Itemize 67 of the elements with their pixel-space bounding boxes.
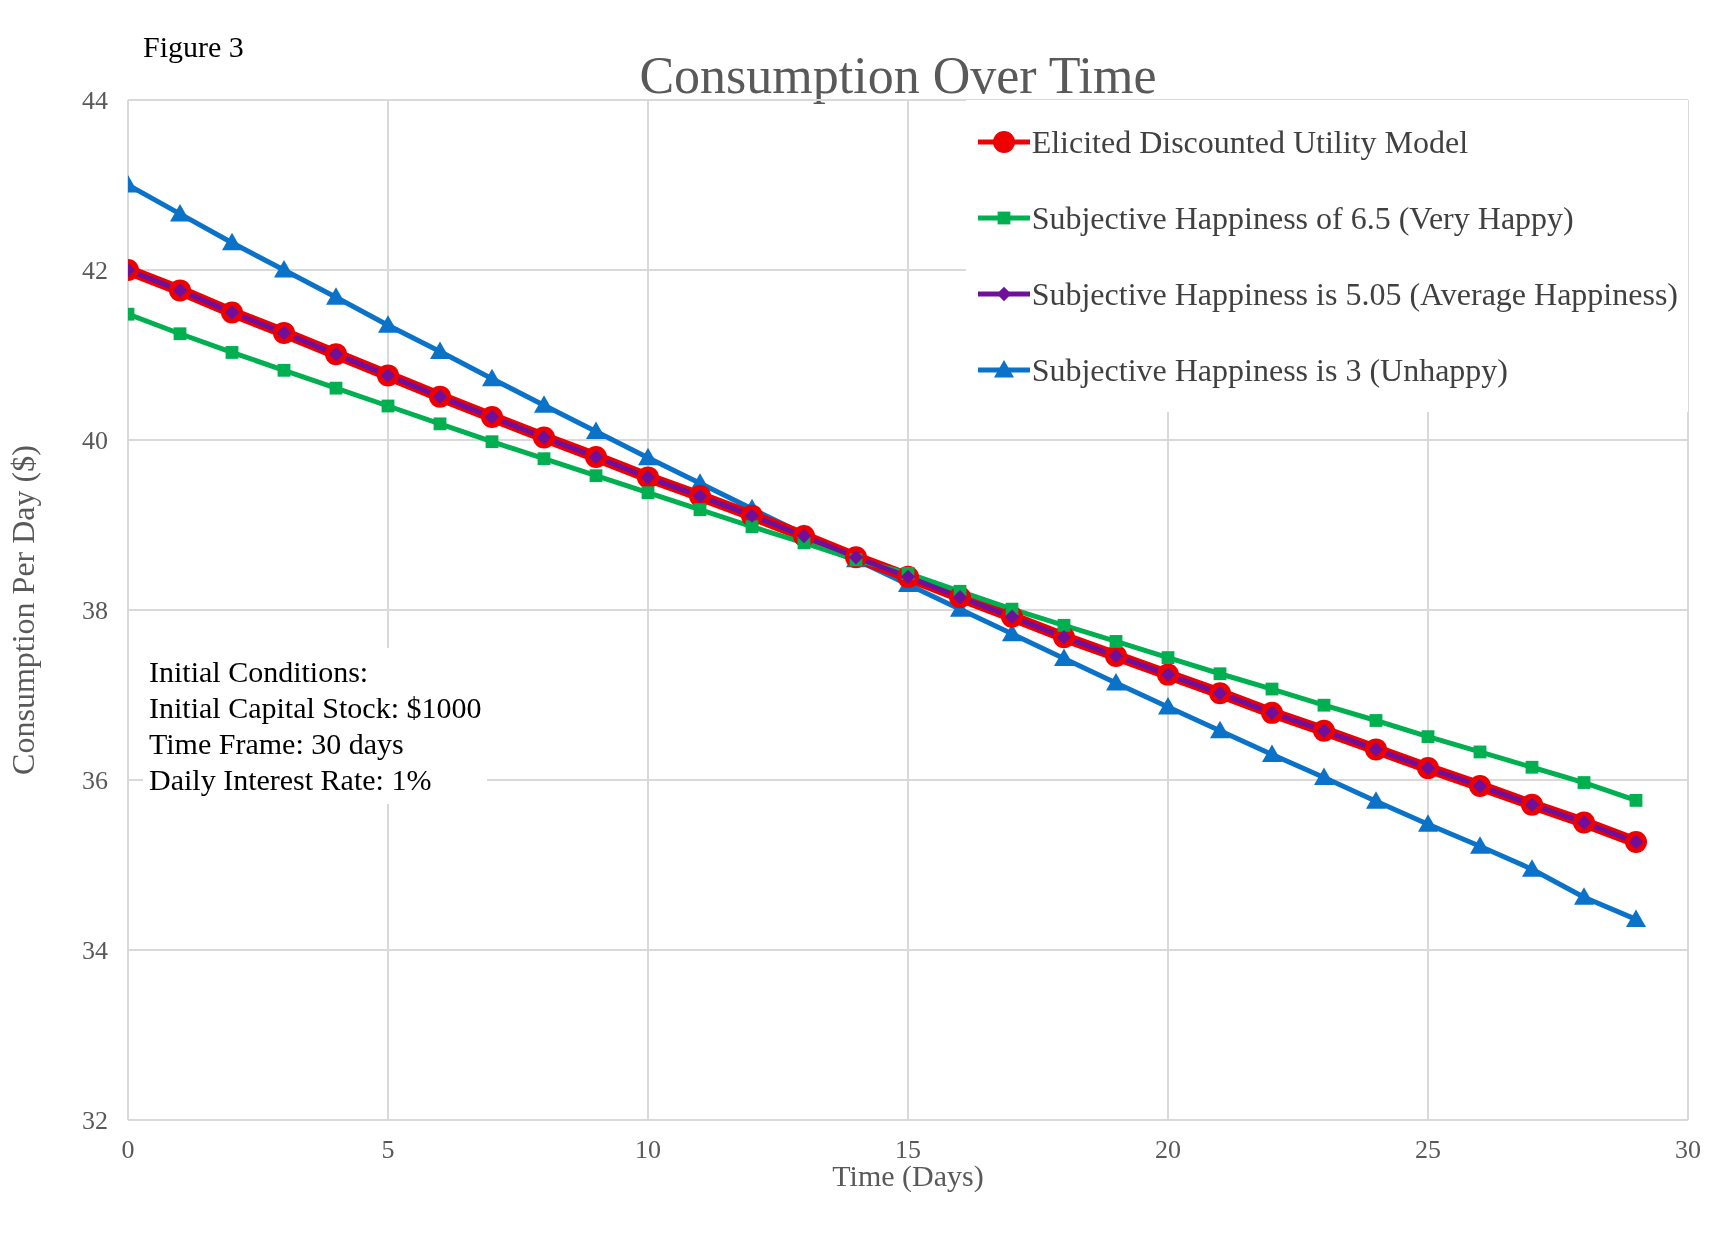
x-tick-label: 5: [381, 1135, 395, 1165]
y-tick-label: 36: [82, 766, 108, 796]
x-tick-label: 25: [1415, 1135, 1441, 1165]
point: [1054, 648, 1074, 666]
point: [1470, 836, 1490, 854]
point: [1574, 887, 1594, 905]
point: [1109, 635, 1123, 648]
y-tick-label: 40: [82, 426, 108, 456]
y-axis-title: Consumption Per Day ($): [5, 445, 42, 775]
annotation: Daily Interest Rate: 1%: [149, 762, 433, 798]
point: [534, 395, 554, 413]
point: [1626, 909, 1646, 927]
point: [170, 203, 190, 222]
y-tick-label: 32: [82, 1106, 108, 1136]
point: [277, 363, 291, 377]
legend-label: Elicited Discounted Utility Model: [1031, 123, 1469, 161]
point: [1418, 814, 1438, 832]
point: [1161, 651, 1175, 664]
x-tick-label: 0: [121, 1135, 135, 1165]
point: [641, 486, 655, 500]
y-tick-label: 42: [82, 256, 108, 286]
point: [1213, 667, 1227, 681]
point: [1522, 859, 1542, 877]
point: [1525, 760, 1539, 774]
point: [329, 381, 343, 395]
point: [1106, 673, 1126, 691]
legend-label: Subjective Happiness is 5.05 (Average Happiness): [1031, 275, 1678, 313]
point: [1314, 767, 1334, 785]
x-tick-label: 10: [635, 1135, 661, 1165]
point: [1262, 744, 1282, 762]
point: [586, 421, 606, 439]
point: [638, 447, 658, 466]
legend-label: Subjective Happiness is 3 (Unhappy): [1031, 351, 1508, 389]
point: [433, 417, 447, 431]
point: [274, 260, 294, 278]
annotation: Initial Conditions:: [149, 654, 370, 690]
point: [1577, 776, 1591, 789]
point: [1210, 720, 1230, 739]
y-tick-label: 44: [82, 86, 108, 116]
point: [1421, 730, 1435, 744]
x-tick-label: 20: [1155, 1135, 1181, 1165]
point: [745, 520, 759, 534]
point: [326, 287, 346, 305]
point: [693, 503, 707, 517]
point: [485, 435, 499, 449]
point: [378, 315, 398, 333]
point: [1158, 696, 1178, 715]
caption: Figure 3: [143, 30, 244, 64]
annotation: Time Frame: 30 days: [149, 726, 405, 762]
annotation: Initial Capital Stock: $1000: [149, 690, 482, 726]
point: [225, 346, 239, 359]
point: [1057, 618, 1071, 632]
point: [1317, 698, 1331, 712]
point: [430, 341, 450, 360]
point: [173, 327, 187, 341]
point: [222, 232, 242, 251]
y-tick-label: 34: [82, 936, 108, 966]
point: [1629, 794, 1643, 807]
y-tick-label: 38: [82, 596, 108, 626]
point: [482, 368, 502, 387]
legend-label: Subjective Happiness of 6.5 (Very Happy): [1031, 199, 1574, 237]
chart-title: Consumption Over Time: [639, 47, 1157, 104]
x-tick-label: 30: [1675, 1135, 1701, 1165]
point: [1369, 714, 1383, 727]
point: [589, 469, 603, 483]
point: [1366, 791, 1386, 809]
point: [537, 452, 551, 466]
